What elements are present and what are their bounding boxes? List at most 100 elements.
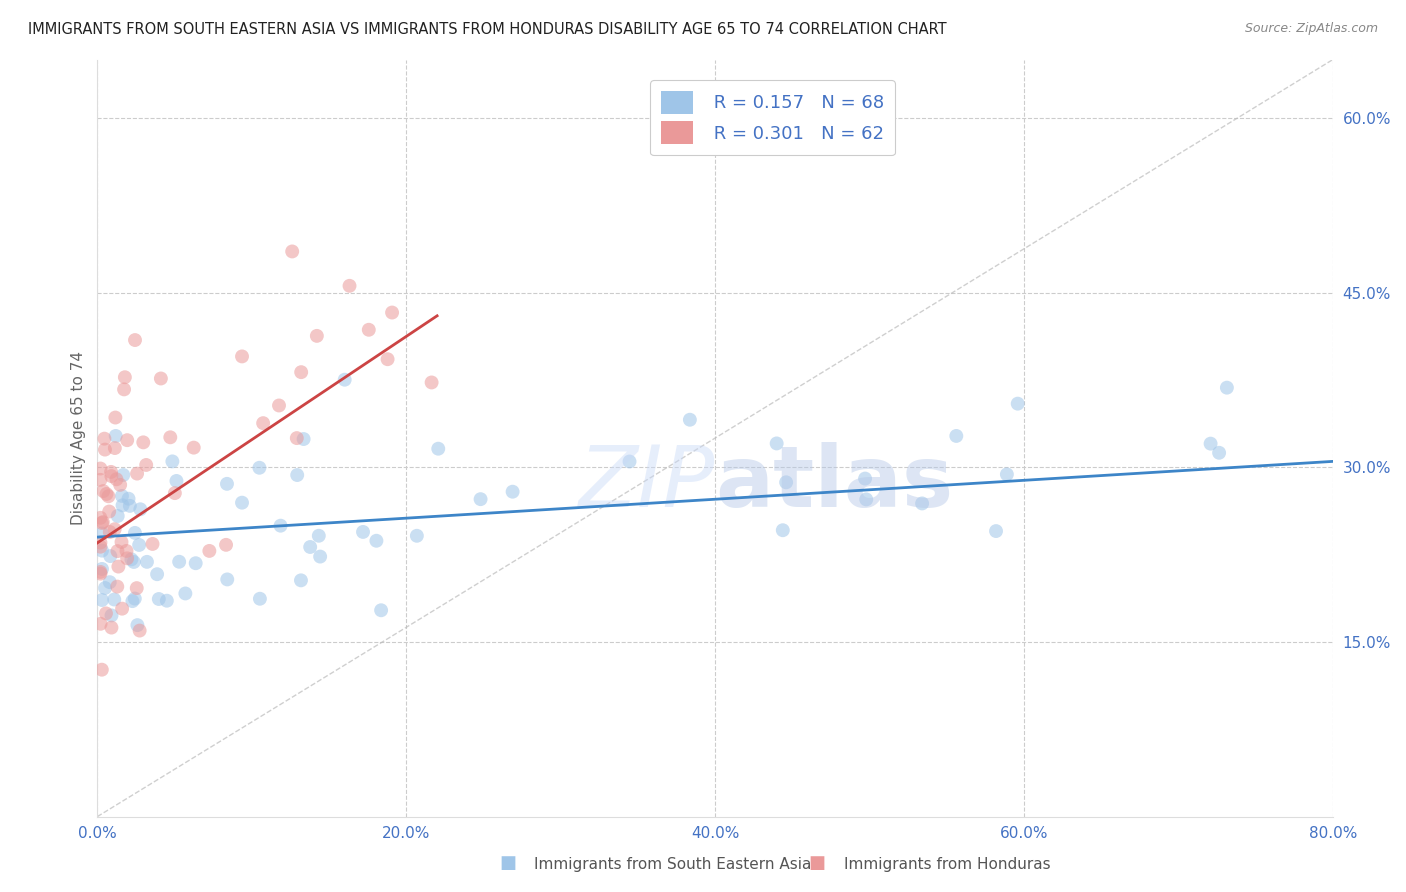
- Point: [772, 523, 794, 537]
- Point: [90, 516, 112, 530]
- Point: [111, 601, 134, 615]
- Point: [98, 549, 121, 563]
- Point: [124, 525, 146, 540]
- Point: [252, 416, 274, 430]
- Point: [911, 496, 934, 510]
- Point: [366, 533, 388, 548]
- Point: [156, 593, 179, 607]
- Point: [502, 484, 524, 499]
- Point: [89, 535, 111, 549]
- Point: [183, 441, 205, 455]
- Point: [420, 376, 443, 390]
- Text: ■: ■: [499, 855, 516, 872]
- Point: [352, 524, 374, 539]
- Point: [104, 441, 127, 455]
- Point: [91, 562, 114, 576]
- Point: [115, 544, 138, 558]
- Text: Source: ZipAtlas.com: Source: ZipAtlas.com: [1244, 22, 1378, 36]
- Point: [357, 323, 380, 337]
- Point: [124, 333, 146, 347]
- Point: [108, 478, 131, 492]
- Point: [91, 526, 114, 541]
- Point: [231, 496, 253, 510]
- Point: [305, 329, 328, 343]
- Point: [110, 535, 132, 549]
- Point: [115, 433, 138, 447]
- Point: [125, 581, 148, 595]
- Point: [97, 489, 120, 503]
- Point: [128, 624, 150, 638]
- Point: [91, 515, 114, 529]
- Point: [94, 442, 117, 457]
- Point: [231, 350, 253, 364]
- Point: [470, 492, 492, 507]
- Point: [679, 413, 702, 427]
- Text: Immigrants from South Eastern Asia: Immigrants from South Eastern Asia: [534, 857, 811, 872]
- Point: [995, 467, 1018, 482]
- Point: [270, 518, 292, 533]
- Y-axis label: Disability Age 65 to 74: Disability Age 65 to 74: [72, 351, 86, 525]
- Point: [91, 593, 114, 607]
- Text: atlas: atlas: [716, 442, 953, 525]
- Point: [118, 499, 141, 513]
- Point: [94, 581, 117, 595]
- Point: [299, 540, 322, 554]
- Point: [292, 432, 315, 446]
- Point: [121, 594, 143, 608]
- Legend:  R = 0.157   N = 68,  R = 0.301   N = 62: R = 0.157 N = 68, R = 0.301 N = 62: [650, 80, 894, 155]
- Point: [96, 487, 118, 501]
- Point: [94, 607, 117, 621]
- Point: [136, 555, 159, 569]
- Point: [217, 573, 239, 587]
- Point: [114, 370, 136, 384]
- Point: [117, 491, 139, 506]
- Point: [285, 468, 308, 483]
- Point: [249, 591, 271, 606]
- Point: [100, 465, 122, 479]
- Point: [1007, 397, 1029, 411]
- Point: [115, 551, 138, 566]
- Point: [149, 371, 172, 385]
- Point: [122, 555, 145, 569]
- Point: [290, 574, 312, 588]
- Point: [89, 461, 111, 475]
- Point: [100, 621, 122, 635]
- Point: [129, 502, 152, 516]
- Point: [107, 508, 129, 523]
- Point: [333, 373, 356, 387]
- Point: [124, 591, 146, 606]
- Point: [98, 575, 121, 590]
- Point: [370, 603, 392, 617]
- Point: [619, 454, 641, 468]
- Point: [427, 442, 450, 456]
- Text: ZIP: ZIP: [579, 442, 716, 525]
- Point: [339, 278, 361, 293]
- Text: ■: ■: [808, 855, 825, 872]
- Point: [166, 474, 188, 488]
- Point: [308, 529, 330, 543]
- Point: [127, 618, 149, 632]
- Point: [103, 592, 125, 607]
- Point: [146, 567, 169, 582]
- Point: [100, 608, 122, 623]
- Point: [1208, 446, 1230, 460]
- Point: [105, 580, 128, 594]
- Point: [855, 492, 877, 507]
- Point: [285, 431, 308, 445]
- Point: [93, 432, 115, 446]
- Point: [215, 538, 238, 552]
- Point: [148, 592, 170, 607]
- Point: [309, 549, 332, 564]
- Point: [174, 586, 197, 600]
- Point: [104, 522, 127, 536]
- Point: [98, 504, 121, 518]
- Point: [98, 524, 121, 539]
- Point: [1199, 436, 1222, 450]
- Point: [89, 540, 111, 554]
- Point: [107, 559, 129, 574]
- Point: [290, 365, 312, 379]
- Point: [112, 468, 135, 483]
- Point: [120, 552, 142, 566]
- Text: IMMIGRANTS FROM SOUTH EASTERN ASIA VS IMMIGRANTS FROM HONDURAS DISABILITY AGE 65: IMMIGRANTS FROM SOUTH EASTERN ASIA VS IM…: [28, 22, 946, 37]
- Point: [112, 383, 135, 397]
